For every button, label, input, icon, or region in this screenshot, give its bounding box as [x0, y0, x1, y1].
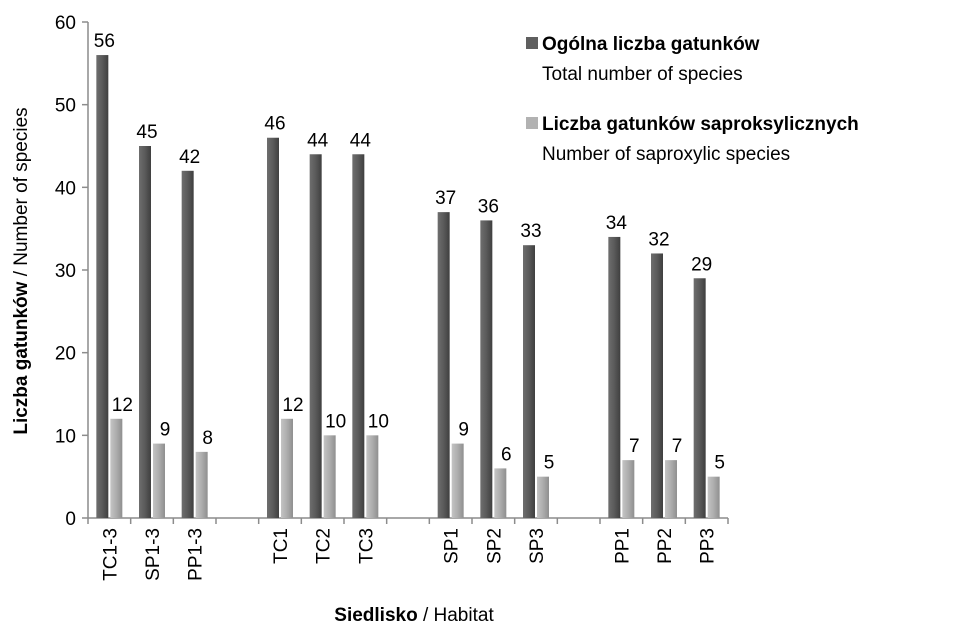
x-tick-label: SP1-3 — [143, 528, 164, 581]
bar-total-species — [309, 154, 322, 518]
y-tick-label: 30 — [55, 261, 76, 282]
bar-total-species — [352, 154, 365, 518]
bars — [96, 55, 720, 519]
data-label: 12 — [112, 395, 133, 416]
data-label: 33 — [520, 221, 541, 242]
data-label: 37 — [435, 188, 456, 209]
data-label: 42 — [179, 147, 200, 168]
x-tick-label: TC2 — [314, 528, 335, 564]
bar-total-species — [96, 55, 109, 519]
y-tick-label: 40 — [55, 178, 76, 199]
bar-total-species — [693, 278, 706, 518]
bar-saproxylic-species — [537, 476, 549, 518]
x-tick-label: TC1 — [271, 528, 292, 564]
data-label: 45 — [136, 122, 157, 143]
bar-saproxylic-species — [281, 418, 293, 518]
data-label: 8 — [202, 428, 213, 449]
data-label: 36 — [478, 196, 499, 217]
x-tick-label: SP2 — [484, 528, 505, 564]
bar-total-species — [480, 220, 493, 518]
x-tick-label: SP3 — [527, 528, 548, 564]
data-label: 44 — [307, 130, 329, 151]
x-tick-label: PP3 — [698, 528, 719, 564]
bar-total-species — [139, 146, 151, 518]
data-label: 32 — [648, 229, 669, 250]
bar-saproxylic-species — [195, 451, 208, 518]
bar-saproxylic-species — [665, 460, 677, 518]
data-label: 6 — [501, 444, 512, 465]
x-tick-label: TC3 — [356, 528, 377, 564]
y-tick-label: 20 — [55, 344, 76, 365]
bar-saproxylic-species — [707, 476, 720, 518]
data-label: 5 — [544, 453, 555, 474]
data-label: 7 — [672, 436, 683, 457]
x-tick-label: PP2 — [655, 528, 676, 564]
bar-saproxylic-species — [323, 435, 336, 518]
bar-total-species — [523, 245, 535, 518]
legend-swatch — [526, 117, 538, 129]
data-labels: 56 45 42 46 44 44 37 36 33 34 32 29 12 9 8 12 10 10 9 6 5 7 7 5 — [94, 31, 725, 474]
legend-sublabel: Number of saproxylic species — [542, 144, 790, 165]
data-label: 12 — [282, 395, 303, 416]
data-label: 9 — [458, 420, 469, 441]
bar-saproxylic-species — [366, 435, 379, 518]
bar-saproxylic-species — [110, 418, 123, 518]
legend-label: Ogólna liczba gatunków — [542, 34, 760, 55]
bar-saproxylic-species — [494, 468, 507, 518]
legend: Ogólna liczba gatunków Total number of sp… — [526, 34, 859, 165]
data-label: 7 — [629, 436, 640, 457]
legend-label: Liczba gatunków saproksylicznych — [542, 114, 859, 135]
y-tick-label: 50 — [55, 96, 76, 117]
data-label: 10 — [368, 411, 389, 432]
bar-saproxylic-species — [153, 443, 165, 518]
x-tick-label: TC1-3 — [100, 528, 121, 581]
data-label: 9 — [160, 420, 171, 441]
bar-saproxylic-species — [622, 460, 635, 518]
x-axis: TC1-3 SP1-3 PP1-3 TC1 TC2 TC3 SP1 SP2 SP3 PP1 PP2 P… — [87, 517, 729, 581]
bar-total-species — [608, 236, 621, 518]
y-axis: 0 10 20 30 40 50 60 — [55, 13, 89, 530]
bar-total-species — [651, 253, 663, 518]
bar-total-species — [267, 137, 279, 518]
x-axis-title: Siedlisko / Habitat — [334, 605, 494, 626]
bar-total-species — [437, 212, 450, 518]
y-tick-label: 60 — [55, 13, 76, 34]
data-label: 10 — [325, 411, 346, 432]
legend-swatch — [526, 37, 538, 49]
data-label: 29 — [691, 254, 712, 275]
x-tick-label: PP1 — [612, 528, 633, 564]
data-label: 5 — [714, 453, 725, 474]
x-tick-label: PP1-3 — [186, 528, 207, 581]
data-label: 34 — [606, 213, 628, 234]
y-tick-label: 10 — [55, 426, 76, 447]
data-label: 56 — [94, 31, 115, 52]
x-tick-label: SP1 — [442, 528, 463, 564]
data-label: 46 — [264, 114, 285, 135]
y-tick-label: 0 — [65, 509, 76, 530]
legend-sublabel: Total number of species — [542, 64, 743, 85]
data-label: 44 — [350, 130, 372, 151]
bar-total-species — [181, 170, 194, 519]
bar-saproxylic-species — [451, 443, 464, 518]
y-axis-title: Liczba gatunków / Number of species — [11, 107, 32, 434]
